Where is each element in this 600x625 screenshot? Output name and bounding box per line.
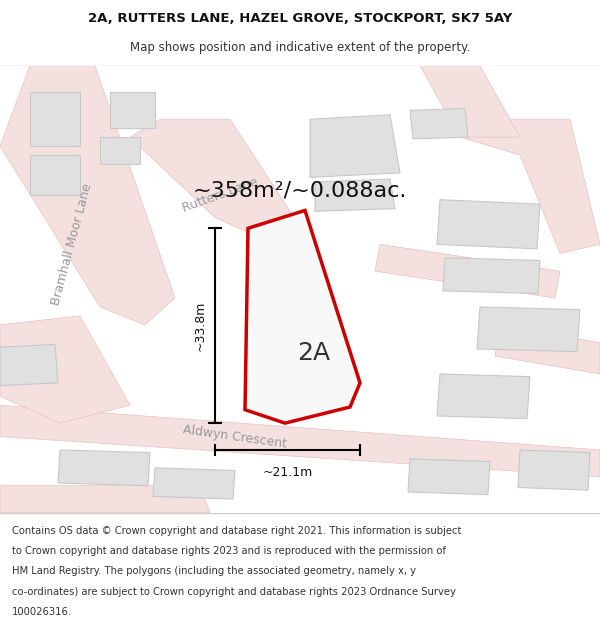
Polygon shape (245, 211, 360, 423)
Polygon shape (58, 450, 150, 486)
Polygon shape (460, 119, 600, 253)
Text: Bramhall Moor Lane: Bramhall Moor Lane (49, 182, 95, 307)
Polygon shape (437, 374, 530, 419)
Polygon shape (0, 405, 600, 477)
Polygon shape (410, 109, 468, 139)
Polygon shape (0, 344, 58, 386)
Text: HM Land Registry. The polygons (including the associated geometry, namely x, y: HM Land Registry. The polygons (includin… (12, 566, 416, 576)
Text: to Crown copyright and database rights 2023 and is reproduced with the permissio: to Crown copyright and database rights 2… (12, 546, 446, 556)
Polygon shape (495, 325, 600, 374)
Text: 2A, RUTTERS LANE, HAZEL GROVE, STOCKPORT, SK7 5AY: 2A, RUTTERS LANE, HAZEL GROVE, STOCKPORT… (88, 12, 512, 25)
Text: 2A: 2A (297, 341, 331, 364)
Text: 100026316.: 100026316. (12, 607, 72, 617)
Polygon shape (0, 316, 130, 423)
Polygon shape (420, 66, 520, 137)
Polygon shape (437, 200, 540, 249)
Text: ~358m²/~0.088ac.: ~358m²/~0.088ac. (193, 181, 407, 201)
Polygon shape (110, 92, 155, 128)
Polygon shape (30, 92, 80, 146)
Polygon shape (518, 450, 590, 490)
Text: Aldwyn Crescent: Aldwyn Crescent (182, 422, 288, 450)
Text: Contains OS data © Crown copyright and database right 2021. This information is : Contains OS data © Crown copyright and d… (12, 526, 461, 536)
Polygon shape (375, 244, 560, 298)
Polygon shape (443, 258, 540, 294)
Text: co-ordinates) are subject to Crown copyright and database rights 2023 Ordnance S: co-ordinates) are subject to Crown copyr… (12, 587, 456, 597)
Polygon shape (0, 486, 210, 512)
Polygon shape (310, 115, 400, 178)
Polygon shape (130, 119, 300, 240)
Text: ~33.8m: ~33.8m (194, 301, 207, 351)
Polygon shape (30, 155, 80, 195)
Polygon shape (0, 66, 175, 325)
Polygon shape (153, 468, 235, 499)
Polygon shape (100, 137, 140, 164)
Text: ~21.1m: ~21.1m (262, 466, 313, 479)
Text: Rutters Lane: Rutters Lane (181, 176, 260, 215)
Polygon shape (315, 179, 395, 211)
Polygon shape (408, 459, 490, 494)
Polygon shape (477, 307, 580, 352)
Text: Map shows position and indicative extent of the property.: Map shows position and indicative extent… (130, 41, 470, 54)
